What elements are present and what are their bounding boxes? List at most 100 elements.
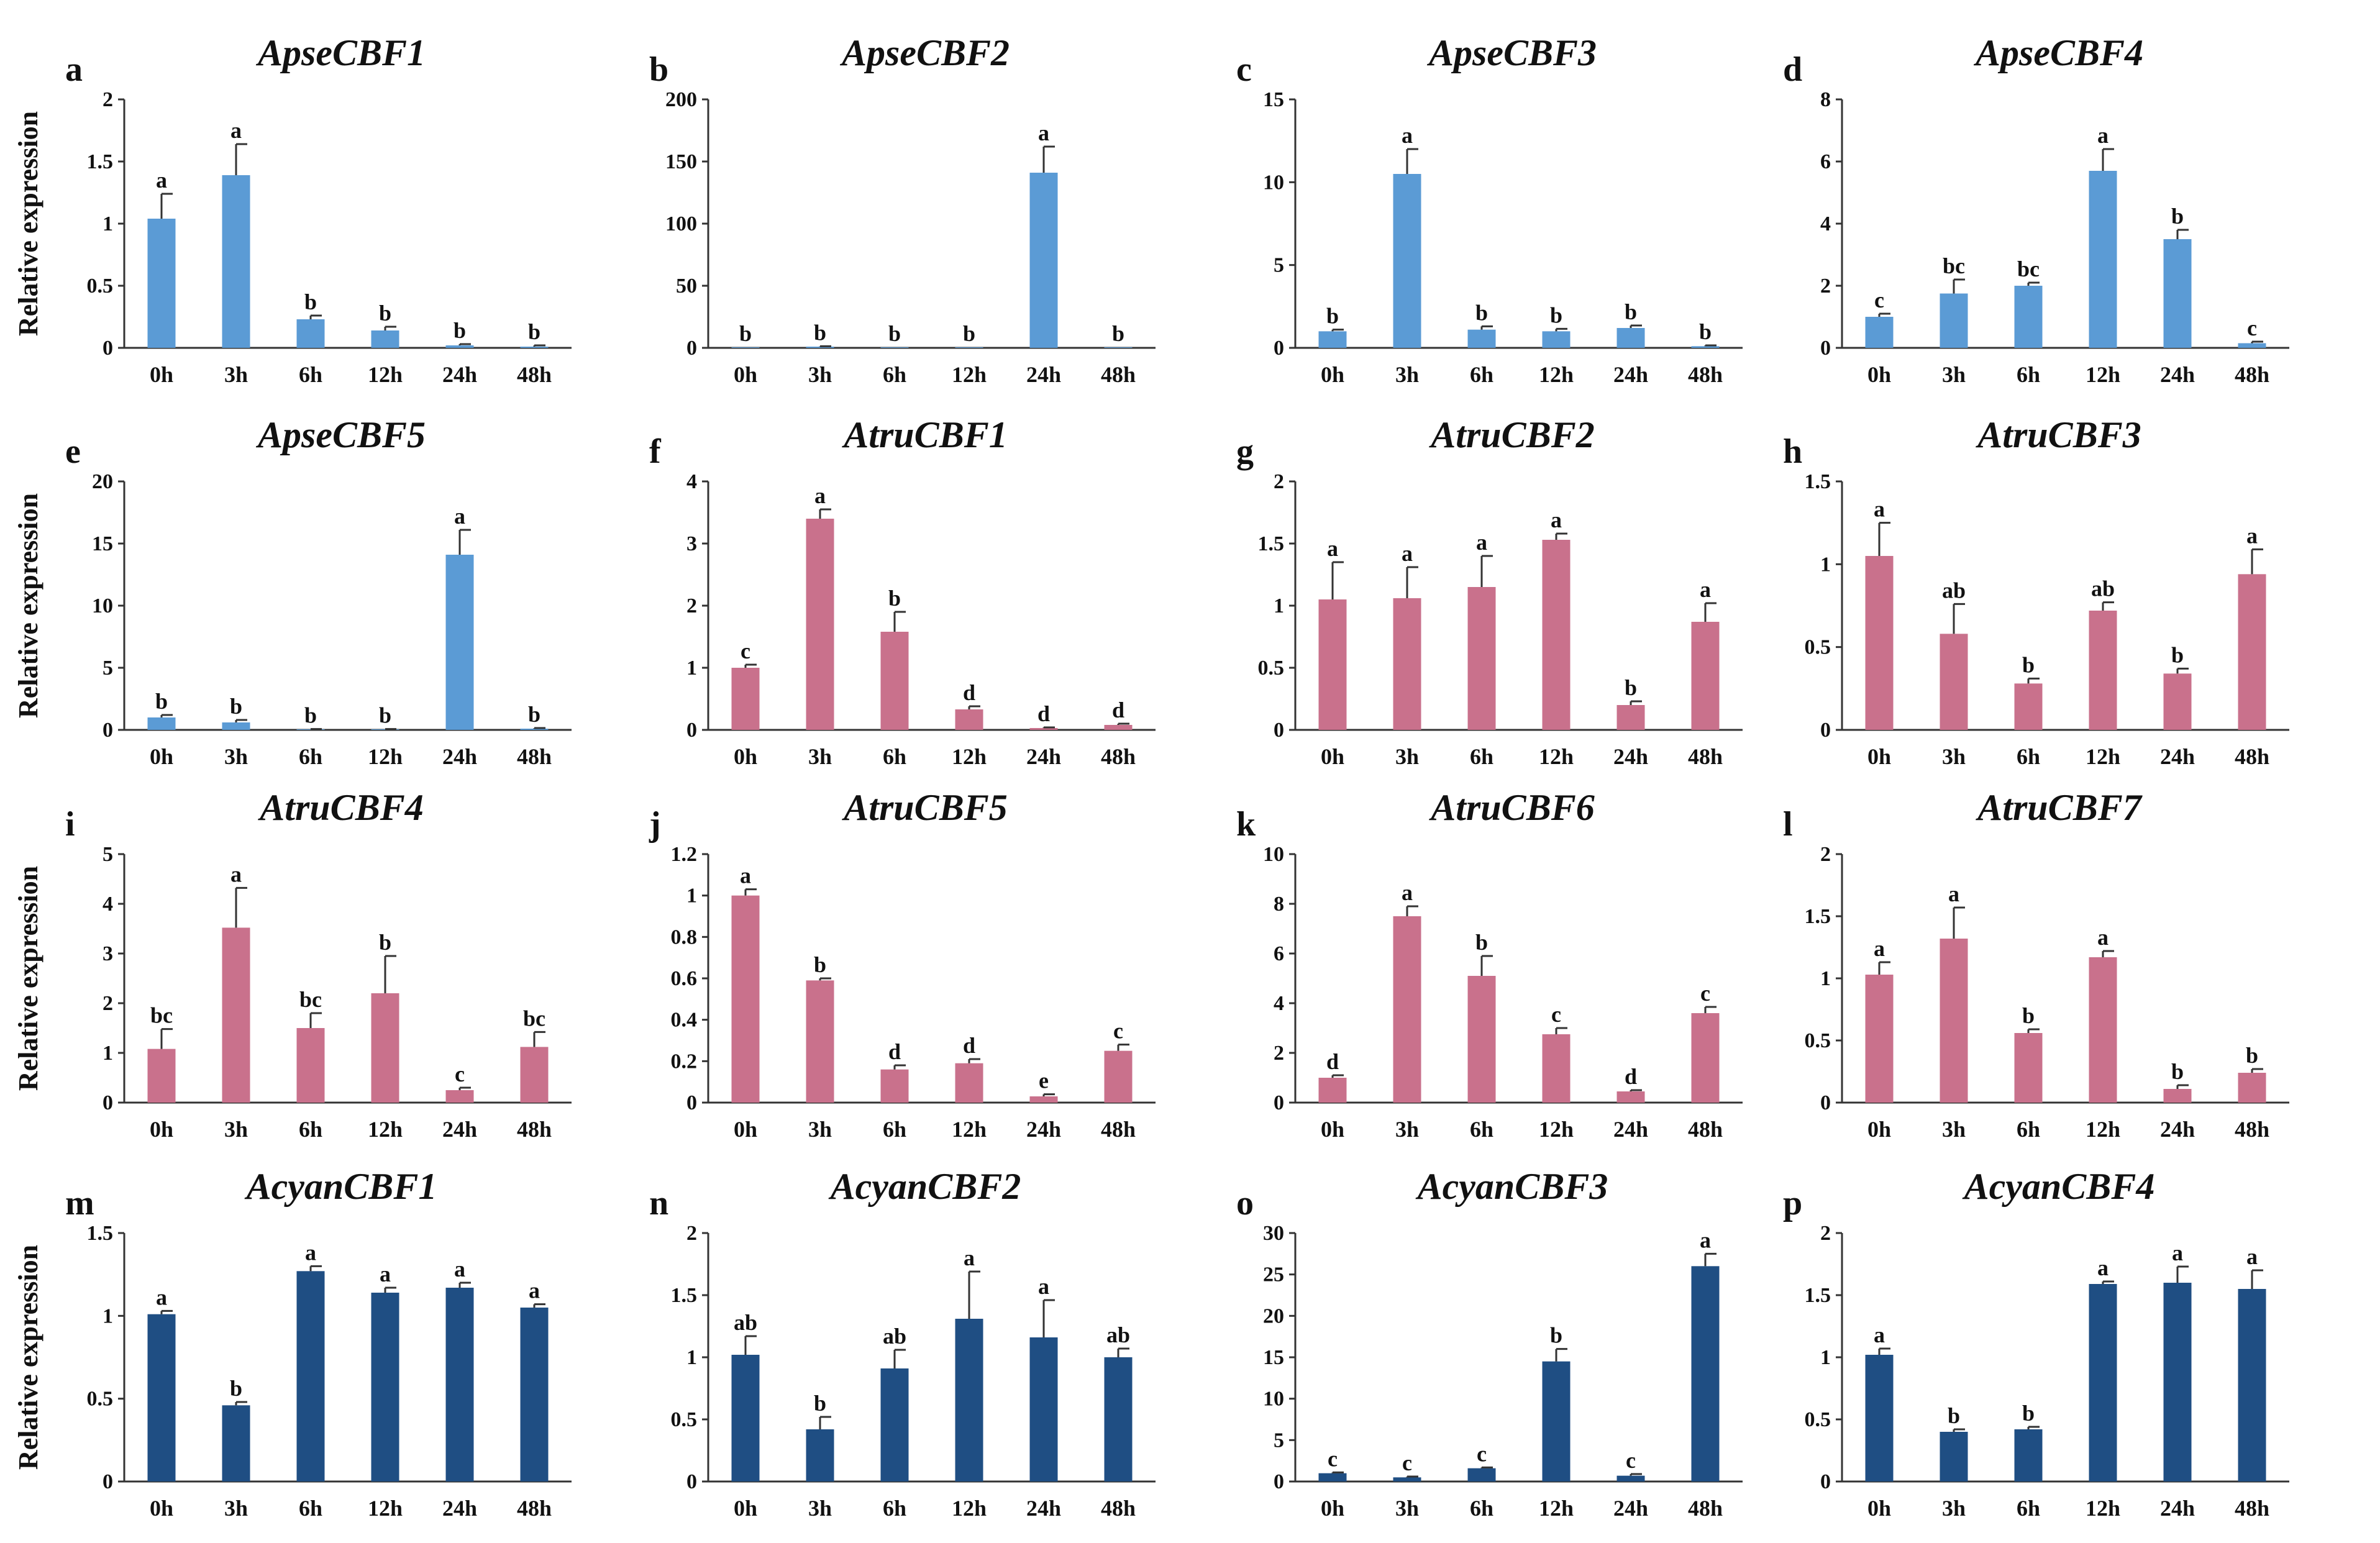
x-tick-label: 12h bbox=[368, 744, 403, 769]
significance-label: b bbox=[528, 702, 540, 727]
significance-label: c bbox=[2247, 316, 2257, 340]
significance-label: b bbox=[155, 689, 168, 714]
bar bbox=[955, 1063, 983, 1103]
panel-letter: i bbox=[65, 805, 75, 844]
x-tick-label: 12h bbox=[368, 1496, 403, 1521]
x-tick-label: 6h bbox=[299, 1117, 322, 1142]
significance-label: a bbox=[305, 1240, 316, 1265]
y-tick-label: 10 bbox=[1263, 843, 1284, 866]
y-tick-label: 8 bbox=[1820, 88, 1831, 111]
y-tick-label: 25 bbox=[1263, 1263, 1284, 1286]
y-axis-title: Relative expression bbox=[13, 1245, 43, 1470]
bar bbox=[445, 1288, 474, 1482]
y-tick-label: 1 bbox=[1820, 1346, 1831, 1369]
bar bbox=[296, 1271, 325, 1482]
bar bbox=[1865, 1355, 1894, 1482]
significance-label: b bbox=[230, 1376, 242, 1401]
bar bbox=[1393, 916, 1421, 1103]
y-tick-label: 1 bbox=[103, 212, 113, 235]
significance-label: ab bbox=[734, 1310, 757, 1335]
bar bbox=[147, 1049, 176, 1103]
bar bbox=[1616, 1091, 1645, 1103]
y-axis-title: Relative expression bbox=[13, 493, 43, 718]
significance-label: a bbox=[1874, 1322, 1885, 1347]
y-tick-label: 1 bbox=[686, 885, 697, 908]
x-tick-label: 24h bbox=[442, 1117, 477, 1142]
significance-label: c bbox=[1113, 1019, 1123, 1044]
bar bbox=[1940, 939, 1968, 1103]
x-tick-label: 48h bbox=[1101, 744, 1136, 769]
bar bbox=[731, 668, 760, 730]
x-tick-label: 3h bbox=[808, 362, 832, 387]
x-tick-label: 3h bbox=[1395, 744, 1419, 769]
significance-label: b bbox=[1699, 319, 1712, 344]
y-tick-label: 100 bbox=[665, 212, 697, 235]
x-tick-label: 24h bbox=[2160, 1496, 2195, 1521]
significance-label: ab bbox=[1106, 1322, 1130, 1347]
bar bbox=[222, 175, 250, 348]
bar bbox=[2238, 1289, 2266, 1482]
significance-label: c bbox=[1402, 1450, 1412, 1475]
x-tick-label: 12h bbox=[2086, 744, 2120, 769]
y-tick-label: 2 bbox=[1274, 1042, 1284, 1065]
x-tick-label: 12h bbox=[1539, 362, 1574, 387]
x-tick-label: 0h bbox=[734, 1496, 757, 1521]
chart-panel-i: i AtruCBF4 0 1 2 3 4 5 bc 0h a 3h bc 6h b 12h c 24h bc 48h bbox=[65, 787, 572, 1142]
y-tick-label: 15 bbox=[92, 532, 113, 555]
significance-label: a bbox=[2172, 1240, 2183, 1265]
significance-label: b bbox=[814, 952, 826, 977]
panel-letter: h bbox=[1783, 432, 1802, 471]
chart-panel-f: f AtruCBF1 0 1 2 3 4 c 0h a 3h b 6h d 12h d 24h d 48h bbox=[649, 414, 1156, 769]
y-tick-label: 1.5 bbox=[1805, 905, 1831, 928]
x-tick-label: 24h bbox=[442, 362, 477, 387]
x-tick-label: 0h bbox=[734, 1117, 757, 1142]
x-tick-label: 12h bbox=[2086, 1117, 2120, 1142]
x-tick-label: 3h bbox=[224, 362, 248, 387]
significance-label: a bbox=[1551, 508, 1562, 532]
bar bbox=[880, 347, 909, 348]
chart-panel-c: c ApseCBF3 0 5 10 15 b 0h a 3h b 6h b 12h b 24h b 48h bbox=[1236, 32, 1743, 387]
y-tick-label: 2 bbox=[1274, 470, 1284, 493]
bar bbox=[731, 895, 760, 1103]
x-tick-label: 0h bbox=[734, 362, 757, 387]
y-tick-label: 0.6 bbox=[671, 967, 698, 990]
y-tick-label: 2 bbox=[1820, 1222, 1831, 1245]
x-tick-label: 48h bbox=[1688, 1117, 1723, 1142]
y-tick-label: 15 bbox=[1263, 88, 1284, 111]
y-tick-label: 150 bbox=[665, 150, 697, 173]
significance-label: b bbox=[814, 320, 826, 345]
significance-label: b bbox=[888, 586, 901, 611]
x-tick-label: 3h bbox=[224, 744, 248, 769]
x-tick-label: 3h bbox=[224, 1496, 248, 1521]
x-tick-label: 3h bbox=[224, 1117, 248, 1142]
bar bbox=[371, 1293, 399, 1482]
bar bbox=[1616, 1475, 1645, 1482]
y-tick-label: 10 bbox=[1263, 171, 1284, 194]
x-tick-label: 48h bbox=[517, 362, 552, 387]
y-tick-label: 2 bbox=[1820, 275, 1831, 298]
significance-label: b bbox=[1326, 304, 1339, 329]
x-tick-label: 24h bbox=[1613, 1117, 1648, 1142]
x-tick-label: 12h bbox=[952, 1117, 987, 1142]
y-tick-label: 20 bbox=[1263, 1304, 1284, 1327]
y-tick-label: 200 bbox=[665, 88, 697, 111]
bar bbox=[1029, 1096, 1058, 1103]
significance-label: d bbox=[963, 680, 975, 705]
significance-label: a bbox=[1402, 541, 1413, 566]
significance-label: b bbox=[1625, 299, 1637, 324]
bar bbox=[880, 632, 909, 730]
bar bbox=[806, 980, 834, 1103]
x-tick-label: 24h bbox=[1613, 744, 1648, 769]
panel-letter: b bbox=[649, 50, 668, 89]
bar bbox=[445, 345, 474, 348]
y-tick-label: 5 bbox=[1274, 1429, 1284, 1452]
x-tick-label: 48h bbox=[2235, 1496, 2269, 1521]
chart-title: AcyanCBF4 bbox=[1962, 1166, 2155, 1207]
bar bbox=[1691, 622, 1720, 730]
bar bbox=[1542, 540, 1571, 730]
x-tick-label: 48h bbox=[1688, 362, 1723, 387]
significance-label: c bbox=[1700, 981, 1710, 1006]
significance-label: bc bbox=[299, 987, 322, 1012]
y-tick-label: 2 bbox=[686, 1222, 697, 1245]
bar bbox=[1104, 347, 1133, 348]
